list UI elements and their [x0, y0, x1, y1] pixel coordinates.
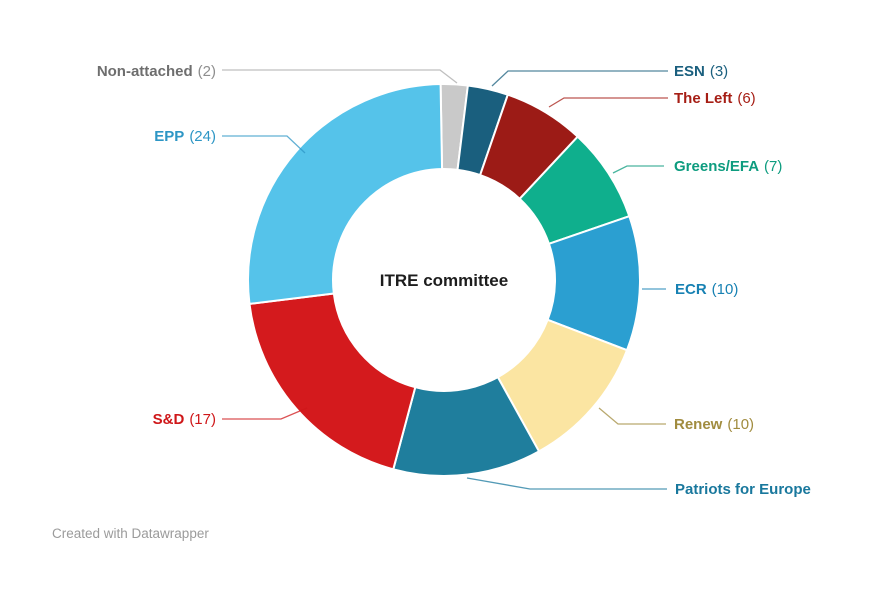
- slice-epp[interactable]: [247, 83, 444, 305]
- leader-s-d: [222, 407, 308, 420]
- label-renew: Renew (10): [674, 416, 754, 433]
- label-count: (17): [189, 411, 216, 428]
- label-name: S&D: [153, 411, 185, 428]
- leader-greens-efa: [612, 165, 664, 174]
- label-name: EPP: [154, 128, 184, 145]
- label-count: (10): [712, 281, 739, 298]
- leader-the-left: [548, 97, 668, 108]
- label-ecr: ECR (10): [675, 281, 738, 298]
- leader-epp: [222, 135, 306, 154]
- label-count: (10): [727, 416, 754, 433]
- label-count: (2): [198, 63, 216, 80]
- label-name: ESN: [674, 63, 705, 80]
- leader-renew: [598, 407, 666, 425]
- label-name: ECR: [675, 281, 707, 298]
- label-name: Greens/EFA: [674, 158, 759, 175]
- leader-non-attached: [222, 69, 458, 84]
- leader-esn: [491, 70, 668, 87]
- slice-s-d[interactable]: [248, 292, 417, 471]
- label-name: The Left: [674, 90, 732, 107]
- label-patriots-for-europe: Patriots for Europe: [675, 481, 811, 498]
- label-count: (24): [189, 128, 216, 145]
- label-esn: ESN (3): [674, 63, 728, 80]
- label-greens-efa: Greens/EFA (7): [674, 158, 782, 175]
- label-count: (6): [737, 90, 755, 107]
- donut-slices: [247, 83, 641, 477]
- datawrapper-credit-link[interactable]: Created with Datawrapper: [52, 526, 209, 541]
- center-label: ITRE committee: [380, 271, 508, 290]
- label-epp: EPP (24): [154, 128, 216, 145]
- label-count: (3): [710, 63, 728, 80]
- slice-labels: Non-attached (2) ESN (3) The Left (6) Greens/E…: [97, 63, 811, 498]
- label-name: Renew: [674, 416, 723, 433]
- leader-lines: [222, 69, 668, 490]
- label-name: Patriots for Europe: [675, 481, 811, 498]
- label-count: (7): [764, 158, 782, 175]
- label-the-left: The Left (6): [674, 90, 756, 107]
- label-non-attached: Non-attached (2): [97, 63, 216, 80]
- label-s-d: S&D (17): [153, 411, 216, 428]
- leader-patriots-for-europe: [466, 477, 667, 490]
- label-name: Non-attached: [97, 63, 193, 80]
